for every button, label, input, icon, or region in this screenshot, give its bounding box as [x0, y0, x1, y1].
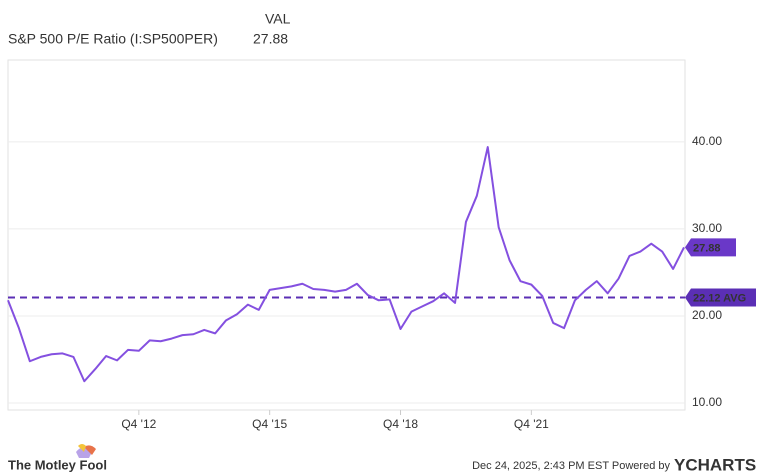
brand: YCHARTS [674, 455, 756, 474]
last-value-tag [685, 238, 736, 257]
legend-name: S&P 500 P/E Ratio (I:SP500PER) [8, 31, 218, 47]
logo-text: The Motley Fool [8, 457, 107, 472]
legend-value: 27.88 [253, 31, 288, 47]
x-tick-label: Q4 '18 [383, 417, 418, 431]
y-tick-label: 40.00 [692, 134, 722, 148]
y-tick-label: 20.00 [692, 308, 722, 322]
series-line [7, 146, 685, 383]
x-tick-label: Q4 '12 [121, 417, 156, 431]
y-tick-label: 30.00 [692, 221, 722, 235]
y-tick-label: 10.00 [692, 395, 722, 409]
last-value-label: 27.88 [693, 242, 721, 254]
plot-frame [7, 59, 686, 411]
source: Dec 24, 2025, 2:43 PM EST Powered by [472, 460, 670, 472]
x-tick-label: Q4 '21 [514, 417, 549, 431]
x-tick-label: Q4 '15 [252, 417, 287, 431]
average-tag [685, 288, 756, 307]
value-header: VAL [265, 11, 291, 27]
logo [76, 444, 96, 458]
average-label: 22.12 AVG [693, 292, 746, 304]
